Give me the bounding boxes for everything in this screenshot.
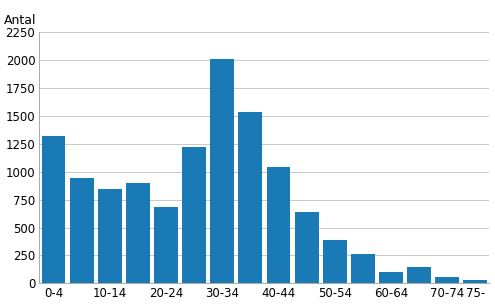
Bar [126,183,150,283]
Bar [210,59,234,283]
Bar [267,167,291,283]
Bar [323,240,346,283]
Bar [70,178,94,283]
Bar [154,207,178,283]
Bar [407,267,431,283]
Bar [379,271,403,283]
Bar [435,278,459,283]
Bar [98,188,122,283]
Bar [351,254,375,283]
Bar [295,212,319,283]
Bar [182,147,206,283]
Bar [463,280,488,283]
Bar [239,112,262,283]
Bar [42,136,65,283]
Text: Antal: Antal [3,14,36,28]
